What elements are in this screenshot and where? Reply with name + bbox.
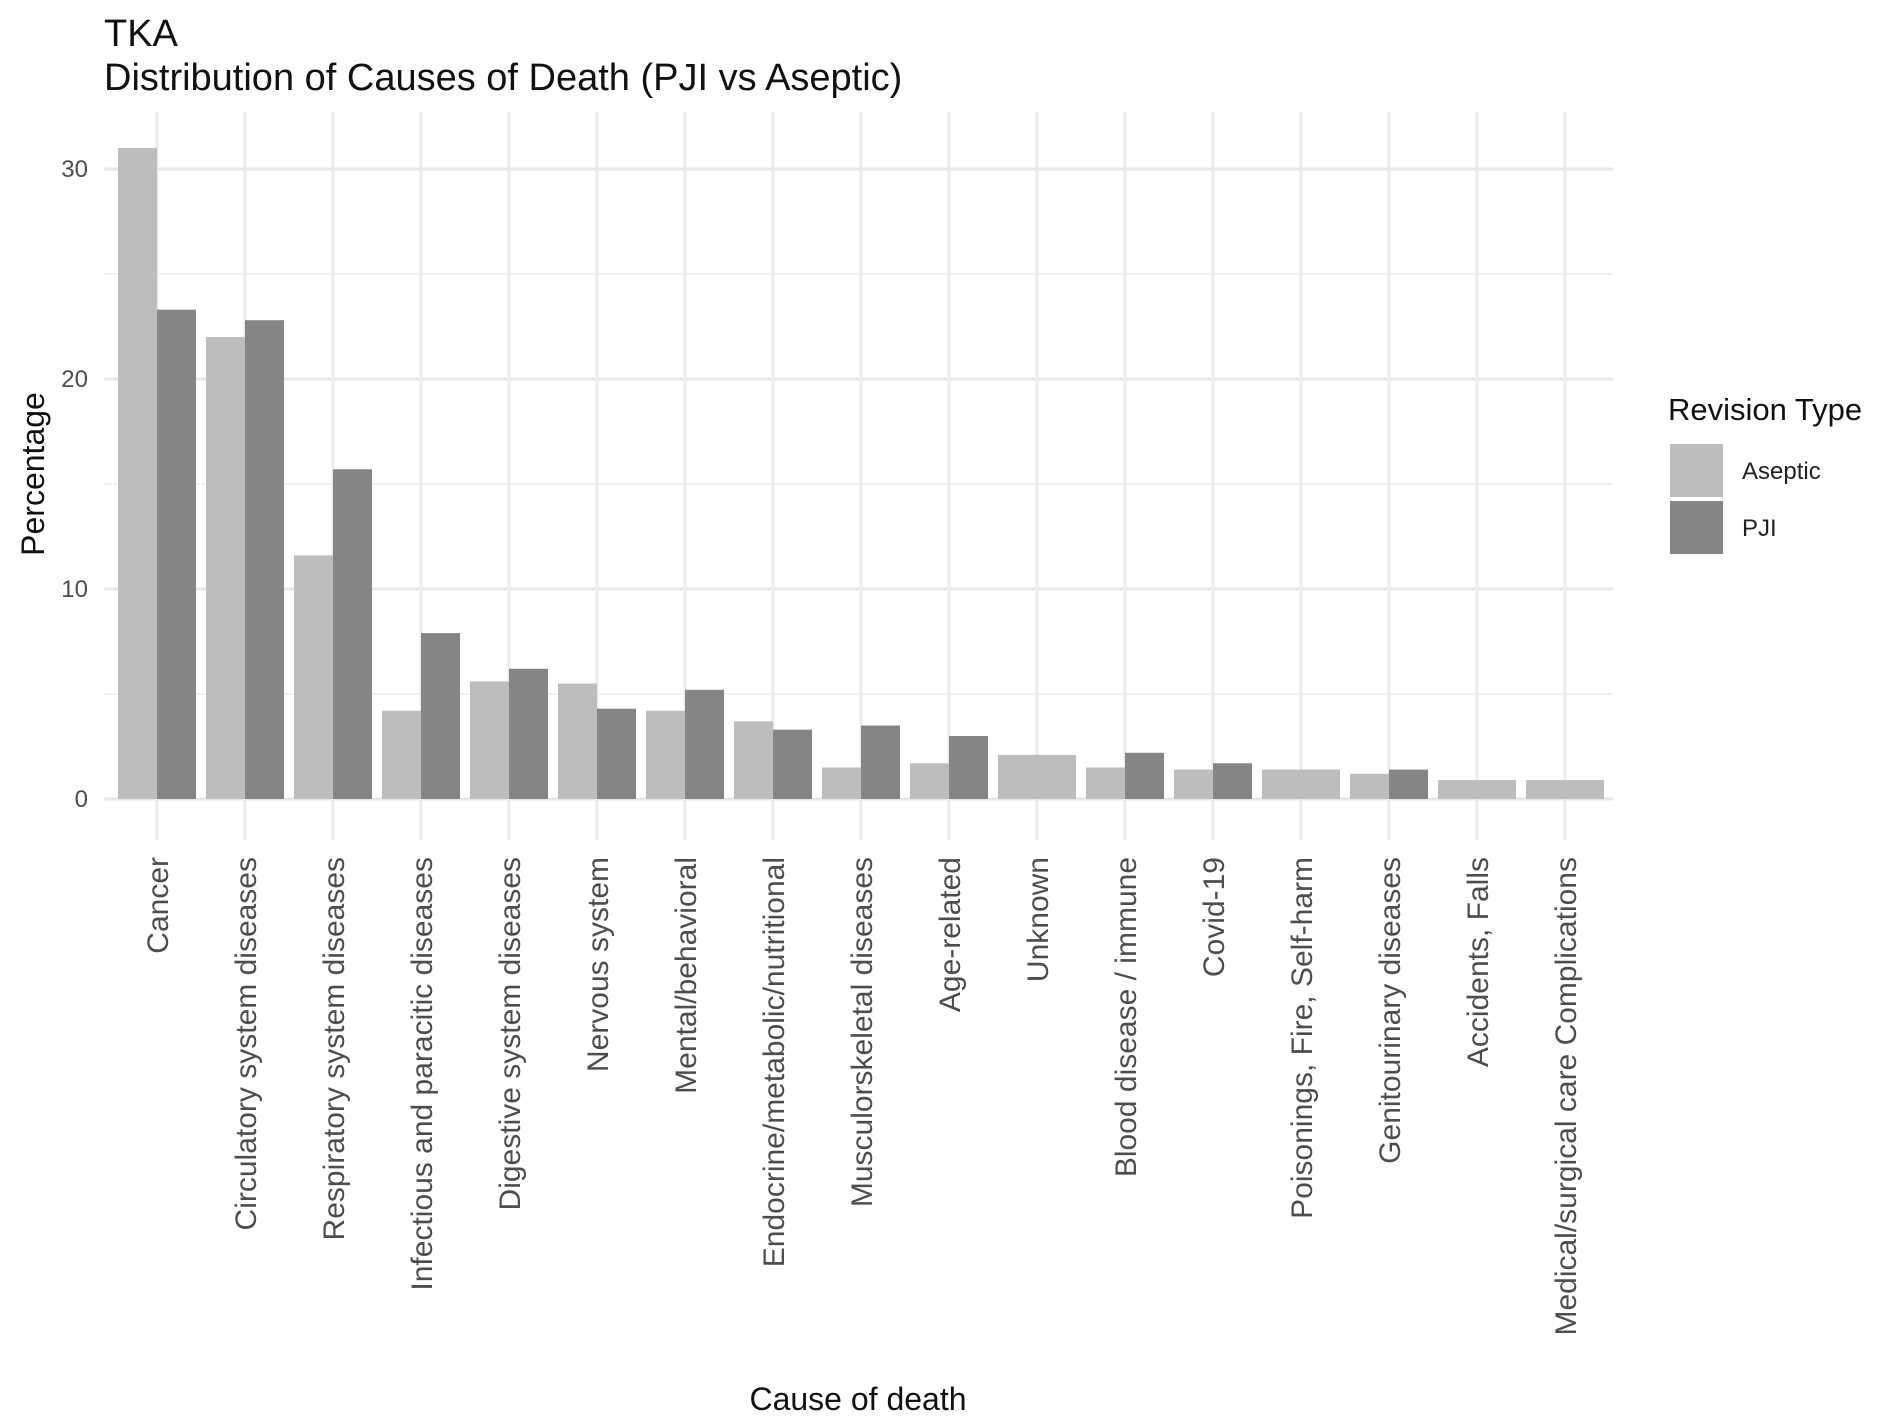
- bar-pji: [333, 469, 372, 799]
- bar-aseptic: [558, 683, 597, 799]
- x-tick-label: Genitourinary diseases: [1374, 857, 1407, 1164]
- bar-pji: [773, 729, 812, 799]
- bar-pji: [861, 725, 900, 799]
- chart-title: TKA: [104, 13, 179, 55]
- bar-aseptic: [382, 710, 421, 799]
- x-tick-label: Infectious and paracitic diseases: [406, 857, 439, 1291]
- x-tick-label: Cancer: [142, 857, 175, 954]
- legend-label-aseptic: Aseptic: [1742, 458, 1821, 485]
- x-tick-label: Nervous system: [582, 857, 615, 1072]
- x-tick-label: Poisonings, Fire, Self-harm: [1286, 857, 1319, 1219]
- bar-aseptic: [1526, 780, 1604, 799]
- bar-aseptic: [1086, 767, 1125, 799]
- bar-pji: [245, 320, 284, 799]
- x-tick-label: Unknown: [1022, 857, 1055, 982]
- bar-pji: [1213, 763, 1252, 799]
- bar-pji: [949, 736, 988, 799]
- x-tick-label: Age-related: [934, 857, 967, 1012]
- bar-pji: [1389, 769, 1428, 799]
- x-tick-label: Circulatory system diseases: [230, 857, 263, 1230]
- legend-key-pji: [1670, 501, 1723, 554]
- legend: Revision Type Aseptic PJI: [1668, 392, 1862, 554]
- x-tick-label: Respiratory system diseases: [318, 857, 351, 1240]
- x-tick-label: Endocrine/metabolic/nutritional: [758, 857, 791, 1267]
- bar-aseptic: [1350, 773, 1389, 799]
- x-tick-label: Blood disease / immune: [1110, 857, 1143, 1177]
- bar-aseptic: [910, 763, 949, 799]
- bar-aseptic: [118, 148, 157, 799]
- bar-aseptic: [1262, 769, 1340, 799]
- bar-pji: [509, 668, 548, 799]
- legend-key-aseptic: [1670, 444, 1723, 497]
- x-axis-ticks: Cancer Circulatory system diseases Respira…: [142, 857, 1583, 1336]
- bar-pji: [597, 708, 636, 799]
- bars: [118, 148, 1604, 799]
- y-axis-title: Percentage: [15, 392, 51, 556]
- bar-aseptic: [734, 721, 773, 799]
- bar-aseptic: [998, 754, 1076, 799]
- y-tick-label: 10: [61, 576, 88, 603]
- bar-aseptic: [646, 710, 685, 799]
- y-axis-ticks: 0 10 20 30: [61, 156, 88, 813]
- bar-aseptic: [206, 337, 245, 799]
- bar-pji: [685, 689, 724, 799]
- bar-aseptic: [294, 555, 333, 799]
- x-tick-label: Musculorskeletal diseases: [846, 857, 879, 1207]
- y-tick-label: 0: [75, 786, 88, 813]
- chart-subtitle: Distribution of Causes of Death (PJI vs …: [104, 57, 902, 99]
- y-tick-label: 30: [61, 156, 88, 183]
- bar-aseptic: [1438, 780, 1516, 799]
- bar-pji: [1125, 752, 1164, 799]
- y-tick-label: 20: [61, 366, 88, 393]
- x-tick-label: Accidents, Falls: [1462, 857, 1495, 1067]
- legend-title: Revision Type: [1668, 392, 1862, 427]
- bar-aseptic: [1174, 769, 1213, 799]
- x-tick-label: Covid-19: [1198, 857, 1231, 977]
- bar-aseptic: [470, 681, 509, 799]
- x-axis-title: Cause of death: [749, 1381, 966, 1417]
- bar-aseptic: [822, 767, 861, 799]
- x-tick-label: Digestive system diseases: [494, 857, 527, 1210]
- bar-pji: [421, 633, 460, 799]
- x-tick-label: Mental/behavioral: [670, 857, 703, 1094]
- bar-pji: [157, 309, 196, 799]
- x-tick-label: Medical/surgical care Complications: [1550, 857, 1583, 1336]
- legend-label-pji: PJI: [1742, 515, 1777, 542]
